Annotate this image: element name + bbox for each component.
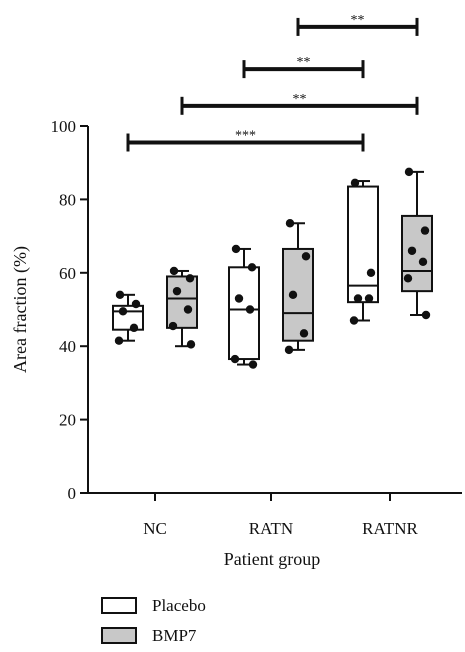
point-placebo-nc-4 [114,336,124,345]
y-tick-label-100: 100 [51,117,77,136]
point-bmp7-ratnr-2 [407,246,417,255]
sig-label-3: ** [351,13,365,28]
point-bmp7-ratnr-0 [404,167,414,177]
point-bmp7-nc-2 [172,286,182,296]
box-bmp7-nc [166,275,198,329]
sig-label-1: ** [293,92,307,107]
point-bmp7-nc-3 [183,305,193,314]
point-bmp7-ratn-2 [288,290,298,300]
legend-label-placebo: Placebo [152,596,206,615]
box-placebo-ratn [228,266,260,361]
point-bmp7-ratn-4 [284,345,294,355]
point-bmp7-ratnr-3 [418,257,428,266]
y-tick-label-60: 60 [59,264,76,283]
legend-swatch-bmp7 [101,627,137,644]
point-bmp7-ratnr-1 [420,226,430,235]
x-tick-label-ratnr: RATNR [362,519,418,538]
point-placebo-ratn-0 [231,244,241,254]
point-bmp7-nc-5 [186,340,196,349]
y-axis-title: Area fraction (%) [10,246,31,373]
point-placebo-nc-2 [118,307,128,316]
point-placebo-ratn-2 [234,294,244,303]
legend-label-bmp7: BMP7 [152,626,197,645]
point-bmp7-nc-1 [185,274,195,283]
point-placebo-ratnr-0 [350,178,360,188]
point-bmp7-ratn-1 [301,252,311,261]
legend-swatch-placebo [101,597,137,614]
point-placebo-ratn-5 [248,360,258,369]
point-placebo-ratnr-3 [364,294,374,303]
point-bmp7-nc-4 [168,321,178,331]
point-placebo-ratn-4 [230,354,240,364]
point-placebo-ratn-3 [245,305,255,314]
point-placebo-ratn-1 [247,263,257,272]
point-placebo-nc-3 [129,323,139,333]
point-bmp7-ratnr-4 [403,274,413,283]
x-tick-label-nc: NC [143,519,167,538]
y-tick-label-20: 20 [59,411,76,430]
x-axis-title: Patient group [224,549,321,569]
point-placebo-nc-0 [115,290,125,300]
point-bmp7-nc-0 [169,266,179,276]
point-bmp7-ratn-0 [285,219,295,228]
point-placebo-ratnr-1 [366,268,376,277]
sig-label-0: *** [235,129,256,144]
box-placebo-nc [112,304,144,331]
x-tick-label-ratn: RATN [249,519,293,538]
box-placebo-ratnr [347,185,379,304]
y-tick-label-0: 0 [68,484,77,503]
point-placebo-nc-1 [131,299,141,309]
point-placebo-ratnr-2 [353,294,363,303]
sig-label-2: ** [297,55,311,70]
y-tick-label-40: 40 [59,337,76,356]
box-bmp7-ratn [282,247,314,342]
point-placebo-ratnr-4 [349,316,359,325]
y-tick-label-80: 80 [59,190,76,209]
point-bmp7-ratnr-5 [421,310,431,320]
point-bmp7-ratn-3 [299,329,309,338]
